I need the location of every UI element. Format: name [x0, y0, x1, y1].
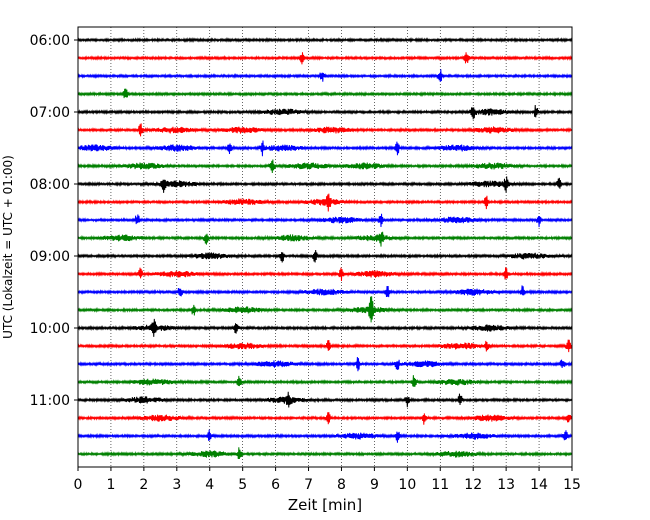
x-tick-label: 9 — [370, 477, 379, 493]
x-tick-label: 4 — [205, 477, 214, 493]
x-tick-label: 15 — [563, 477, 581, 493]
seismogram-trace — [77, 375, 573, 387]
seismogram-trace — [77, 231, 573, 247]
seismogram-trace — [77, 123, 573, 137]
seismogram-trace — [77, 391, 573, 408]
x-tick-label: 11 — [431, 477, 449, 493]
seismogram-trace — [77, 159, 573, 174]
seismogram-trace — [77, 69, 573, 82]
x-axis: 0 1 2 3 4 5 6 7 8 9 10 11 12 13 14 15 — [74, 467, 581, 493]
y-tick-label: 08:00 — [30, 177, 70, 193]
seismogram-trace — [77, 412, 573, 425]
seismogram-trace — [77, 429, 573, 443]
x-tick-label: 7 — [304, 477, 313, 493]
seismogram-trace — [77, 104, 573, 120]
traces — [77, 37, 573, 460]
seismogram-trace — [77, 356, 573, 372]
seismogram-trace — [77, 447, 573, 460]
y-axis-label: UTC (Lokalzeit = UTC + 01:00) — [1, 155, 15, 339]
seismogram-trace — [77, 339, 573, 353]
seismogram-trace — [77, 88, 573, 99]
seismogram-trace — [77, 296, 573, 323]
seismogram-trace — [77, 52, 573, 65]
x-tick-label: 2 — [139, 477, 148, 493]
y-axis: 06:00 07:00 08:00 09:00 10:00 11:00 — [30, 33, 78, 409]
x-tick-label: 13 — [497, 477, 515, 493]
seismogram-trace — [77, 140, 573, 157]
seismogram-trace — [77, 267, 573, 282]
x-tick-label: 1 — [106, 477, 115, 493]
y-tick-label: 06:00 — [30, 33, 70, 49]
x-axis-label: Zeit [min] — [288, 496, 362, 514]
seismogram-trace — [77, 193, 573, 212]
y-tick-label: 11:00 — [30, 393, 70, 409]
x-tick-label: 3 — [172, 477, 181, 493]
y-tick-label: 07:00 — [30, 105, 70, 121]
seismogram-trace — [77, 213, 573, 228]
plot-frame — [77, 26, 573, 468]
x-tick-label: 0 — [74, 477, 83, 493]
x-tick-label: 6 — [271, 477, 280, 493]
seismogram-trace — [77, 249, 573, 263]
seismogram-trace — [77, 318, 573, 337]
seismogram-trace — [77, 285, 573, 298]
x-tick-label: 8 — [337, 477, 346, 493]
x-tick-label: 10 — [398, 477, 416, 493]
y-tick-label: 10:00 — [30, 321, 70, 337]
y-tick-label: 09:00 — [30, 249, 70, 265]
seismogram-trace — [77, 176, 573, 193]
x-tick-label: 5 — [238, 477, 247, 493]
x-tick-label: 14 — [530, 477, 548, 493]
seismogram-trace — [77, 37, 573, 44]
x-tick-label: 12 — [464, 477, 482, 493]
